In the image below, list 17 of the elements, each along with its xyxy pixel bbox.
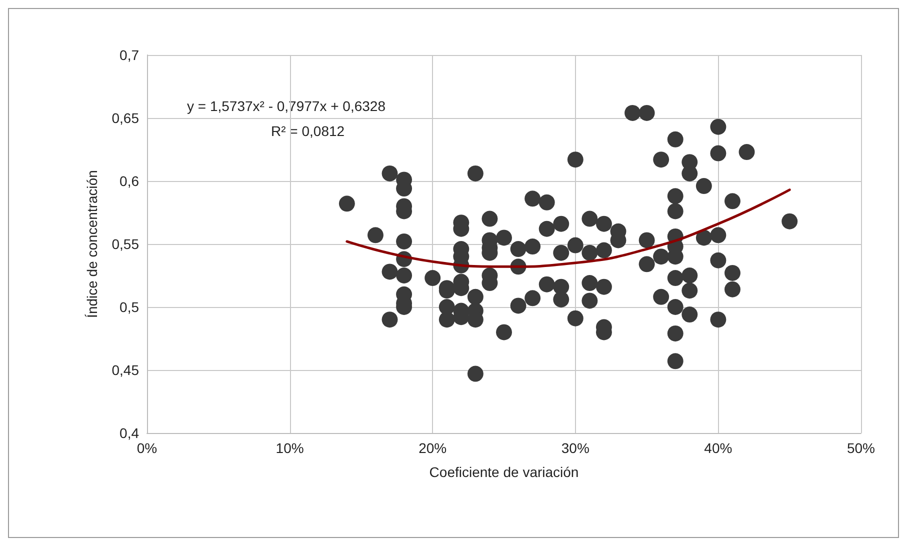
x-tick-label: 10%: [276, 440, 304, 456]
y-tick-label: 0,6: [120, 173, 140, 189]
x-tick-label: 50%: [846, 440, 876, 456]
y-axis-title: Índice de concentración: [84, 170, 100, 318]
y-tick-label: 0,5: [120, 299, 140, 315]
annotation: y = 1,5737x² - 0,7977x + 0,6328: [187, 98, 386, 114]
y-tick-label: 0,65: [112, 110, 140, 126]
y-tick-label: 0,45: [112, 362, 140, 378]
x-tick-label: 40%: [704, 440, 732, 456]
x-tick-label: 0%: [136, 440, 158, 456]
x-tick-label: 30%: [561, 440, 590, 456]
y-tick-label: 0,4: [120, 425, 140, 441]
x-tick-label: 20%: [418, 440, 447, 456]
y-tick-label: 0,7: [120, 47, 140, 63]
y-tick-label: 0,55: [112, 236, 140, 252]
x-axis-title: Coeficiente de variación: [429, 464, 579, 480]
line-series: [346, 188, 791, 268]
